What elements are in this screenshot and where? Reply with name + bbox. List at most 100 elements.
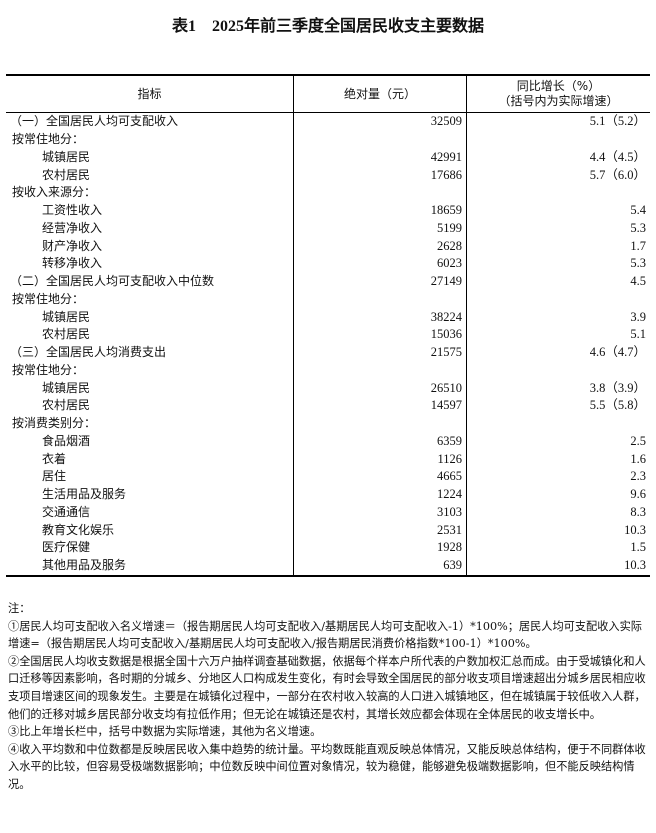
row-label: 按消费类别分： xyxy=(12,416,97,431)
row-value: 1928 xyxy=(293,539,467,557)
row-label: （一）全国居民人均可支配收入 xyxy=(10,114,179,129)
row-value: 27149 xyxy=(293,272,467,291)
table-row: 医疗保健 1928 1.5 xyxy=(6,539,650,557)
row-growth xyxy=(466,130,650,149)
row-growth: 3.9 xyxy=(466,308,650,326)
note-2: ②全国居民人均收支数据是根据全国十六万户抽样调查基础数据，依据每个样本户所代表的… xyxy=(8,654,646,721)
row-label: 按常住地分： xyxy=(12,362,85,377)
table-row: 居住 4665 2.3 xyxy=(6,468,650,486)
notes-heading: 注： xyxy=(8,602,31,615)
row-label: 生活用品及服务 xyxy=(42,487,127,502)
row-value xyxy=(293,290,467,309)
row-growth: 10.3 xyxy=(466,521,650,539)
row-value: 4665 xyxy=(293,468,467,486)
row-growth xyxy=(466,184,650,202)
note-3: ③比上年增长栏中，括号中数据为实际增速，其他为名义增速。 xyxy=(8,725,322,739)
row-growth: 9.6 xyxy=(466,485,650,504)
table-row: 城镇居民 42991 4.4（4.5） xyxy=(6,148,650,167)
header-absolute: 绝对量（元） xyxy=(293,75,467,113)
row-value: 2628 xyxy=(293,237,467,255)
row-value: 3103 xyxy=(293,503,467,522)
row-growth: 4.6（4.7） xyxy=(466,343,650,362)
row-label: 食品烟酒 xyxy=(42,433,91,448)
row-value: 2531 xyxy=(293,521,467,539)
row-growth: 5.4 xyxy=(466,201,650,220)
row-growth: 8.3 xyxy=(466,503,650,522)
row-label: 医疗保健 xyxy=(42,540,91,555)
row-label: 工资性收入 xyxy=(42,203,103,218)
row-growth: 2.5 xyxy=(466,432,650,451)
table-row: 教育文化娱乐 2531 10.3 xyxy=(6,521,650,539)
notes: 注： ①居民人均可支配收入名义增速＝（报告期居民人均可支配收入/基期居民人均可支… xyxy=(8,600,648,794)
row-value: 639 xyxy=(293,556,467,576)
header-growth: 同比增长（%） （括号内为实际增速） xyxy=(466,75,650,113)
row-growth: 1.7 xyxy=(466,237,650,255)
row-value: 5199 xyxy=(293,219,467,238)
row-growth: 5.7（6.0） xyxy=(466,166,650,184)
row-label: 城镇居民 xyxy=(42,380,91,395)
row-label: 财产净收入 xyxy=(42,238,103,253)
note-1: ①居民人均可支配收入名义增速＝（报告期居民人均可支配收入/基期居民人均可支配收入… xyxy=(8,619,642,651)
row-value: 1224 xyxy=(293,485,467,504)
row-growth xyxy=(466,361,650,380)
row-growth: 5.1 xyxy=(466,326,650,344)
row-growth: 5.3 xyxy=(466,219,650,238)
table-row: 农村居民 17686 5.7（6.0） xyxy=(6,166,650,184)
row-value: 32509 xyxy=(293,112,467,131)
row-label: （三）全国居民人均消费支出 xyxy=(10,345,167,360)
row-label: 转移净收入 xyxy=(42,256,103,271)
row-label: 其他用品及服务 xyxy=(42,558,127,573)
table-row: （一）全国居民人均可支配收入 32509 5.1（5.2） xyxy=(6,112,650,131)
row-growth: 10.3 xyxy=(466,556,650,576)
row-growth: 4.4（4.5） xyxy=(466,148,650,167)
row-label: 教育文化娱乐 xyxy=(42,522,115,537)
row-value xyxy=(293,361,467,380)
table-row: 工资性收入 18659 5.4 xyxy=(6,201,650,220)
row-value: 1126 xyxy=(293,450,467,468)
row-growth: 1.6 xyxy=(466,450,650,468)
row-growth xyxy=(466,414,650,433)
table-row: 其他用品及服务 639 10.3 xyxy=(6,556,650,576)
table-row: （二）全国居民人均可支配收入中位数 27149 4.5 xyxy=(6,272,650,291)
table-row: 生活用品及服务 1224 9.6 xyxy=(6,485,650,504)
row-growth: 1.5 xyxy=(466,539,650,557)
row-value: 15036 xyxy=(293,326,467,344)
table-row: 转移净收入 6023 5.3 xyxy=(6,255,650,273)
row-growth: 5.5（5.8） xyxy=(466,397,650,415)
row-value: 26510 xyxy=(293,379,467,397)
row-value: 17686 xyxy=(293,166,467,184)
row-value: 38224 xyxy=(293,308,467,326)
table-row: 按常住地分： xyxy=(6,361,650,380)
row-value: 42991 xyxy=(293,148,467,167)
row-value xyxy=(293,414,467,433)
row-label: 按常住地分： xyxy=(12,132,85,147)
table-row: 农村居民 14597 5.5（5.8） xyxy=(6,397,650,415)
income-expenditure-table: 指标 绝对量（元） 同比增长（%） （括号内为实际增速） （一）全国居民人均可支配… xyxy=(6,74,650,577)
row-growth: 5.1（5.2） xyxy=(466,112,650,131)
table-row: 经营净收入 5199 5.3 xyxy=(6,219,650,238)
row-growth: 3.8（3.9） xyxy=(466,379,650,397)
table-row: 农村居民 15036 5.1 xyxy=(6,326,650,344)
row-label: 按常住地分： xyxy=(12,291,85,306)
table-row: 衣着 1126 1.6 xyxy=(6,450,650,468)
table-row: 按收入来源分： xyxy=(6,184,650,202)
row-growth: 2.3 xyxy=(466,468,650,486)
row-label: 农村居民 xyxy=(42,398,91,413)
header-indicator: 指标 xyxy=(6,75,294,113)
row-value: 21575 xyxy=(293,343,467,362)
row-label: 城镇居民 xyxy=(42,149,91,164)
row-label: 经营净收入 xyxy=(42,220,103,235)
row-growth xyxy=(466,290,650,309)
row-label: 衣着 xyxy=(42,451,67,466)
row-label: （二）全国居民人均可支配收入中位数 xyxy=(10,274,215,289)
row-growth: 5.3 xyxy=(466,255,650,273)
row-label: 按收入来源分： xyxy=(12,185,97,200)
table-row: （三）全国居民人均消费支出 21575 4.6（4.7） xyxy=(6,343,650,362)
row-label: 农村居民 xyxy=(42,167,91,182)
table-row: 城镇居民 38224 3.9 xyxy=(6,308,650,326)
row-value xyxy=(293,184,467,202)
row-label: 城镇居民 xyxy=(42,309,91,324)
table-row: 财产净收入 2628 1.7 xyxy=(6,237,650,255)
row-value: 6023 xyxy=(293,255,467,273)
table-row: 食品烟酒 6359 2.5 xyxy=(6,432,650,451)
